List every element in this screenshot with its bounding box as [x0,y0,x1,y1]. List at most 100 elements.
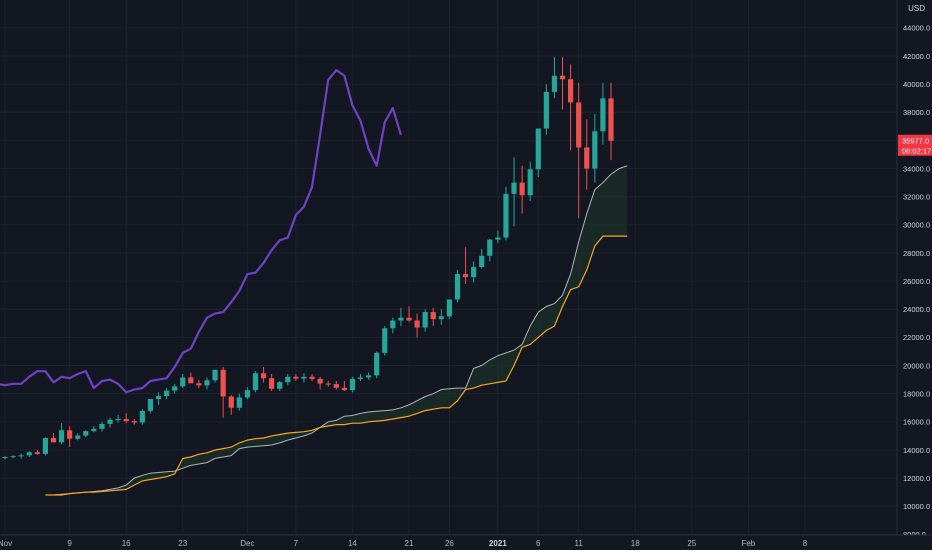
candle [277,381,283,391]
candle [519,165,525,214]
candle [301,373,307,383]
candle-body [462,274,469,278]
candle [317,376,323,390]
candle-body [10,456,16,458]
candle [99,421,105,432]
candle-body [164,390,170,397]
candle [503,186,509,241]
last-price-label: 35977.006:02:17 [898,134,932,156]
candle-body [608,98,614,141]
candle [454,269,461,303]
candle-body [471,267,477,278]
candle [139,409,145,425]
candle [366,372,372,380]
candle [551,56,558,99]
candle-body [18,455,24,457]
time-tick-label: Nov [0,539,12,548]
time-tick-label: 9 [67,539,72,548]
candle [414,313,420,338]
candle [26,451,32,457]
price-tick-label: 28000.0 [903,249,930,258]
price-tick-label: 26000.0 [903,277,930,286]
candle [196,379,202,389]
price-tick-label: 10000.0 [903,502,930,511]
price-tick-label: 14000.0 [903,446,930,455]
candle [180,373,186,389]
candle-body [172,386,178,391]
candle-body [374,352,380,376]
cloud-span-a-line [45,165,628,496]
candle [2,456,8,460]
overlay-series-line [0,69,402,394]
candle [487,238,493,262]
candle [543,84,549,135]
candle-body [535,128,541,170]
time-scale[interactable]: Nov 9 16 23 Dec 7 14 21 26 2021 6 11 18 25 Feb 8 [0,539,808,548]
candle [123,413,129,424]
candle [479,248,485,269]
candle-body [600,98,606,132]
candle-body [390,320,396,329]
candle-body [511,182,517,194]
candle [600,82,606,145]
time-tick-label: 18 [631,539,640,548]
candle-body [551,75,558,92]
chart-grid [0,0,897,535]
price-tick-label: 40000.0 [903,80,930,89]
time-tick-label: 16 [122,539,131,548]
candle-body [576,102,582,148]
candle-body [446,299,452,317]
candlesticks [2,56,614,460]
candle [462,247,469,284]
candle-body [42,437,48,454]
candle [495,230,501,244]
candle [269,373,275,391]
time-tick-label: 26 [445,539,454,548]
candle-body [357,377,364,379]
candle-body [228,396,234,408]
candle [406,306,412,322]
time-tick-label: 6 [536,539,541,548]
last-price-badge [898,134,932,156]
candle [584,119,590,190]
candle-body [430,312,436,320]
candle-body [252,373,259,391]
price-tick-label: 30000.0 [903,221,930,230]
candle [592,113,598,183]
cloud-span-b-line [45,235,628,496]
candle [34,450,40,455]
candle-body [414,320,420,328]
candle [244,387,250,400]
candle-body [454,274,461,300]
candle-body [527,169,533,196]
candle-body [317,378,323,384]
time-tick-label: 21 [405,539,414,548]
candle-body [277,382,283,389]
candle [527,161,533,201]
candle [535,128,541,178]
candle [188,372,194,384]
candle [50,433,57,443]
candle [382,326,388,356]
candle-body [220,369,226,397]
price-tick-label: 34000.0 [903,164,930,173]
price-scale[interactable]: 44000.042000.040000.038000.036000.034000… [903,24,930,539]
candle-body [204,380,210,386]
time-tick-label: 11 [575,539,584,548]
candle [568,64,574,151]
candle-body [91,428,97,432]
candle-body [50,437,57,443]
price-tick-label: 12000.0 [903,474,930,483]
candle [559,56,566,110]
currency-label[interactable]: USD [908,4,925,13]
candle-body [115,419,121,421]
candle [333,381,339,390]
time-tick-label: 2021 [489,539,507,548]
candle-body [487,239,493,256]
candle [91,426,97,433]
candle-body [503,193,509,238]
candle-body [341,387,347,391]
candle [576,82,582,218]
price-tick-label: 44000.0 [903,24,930,33]
